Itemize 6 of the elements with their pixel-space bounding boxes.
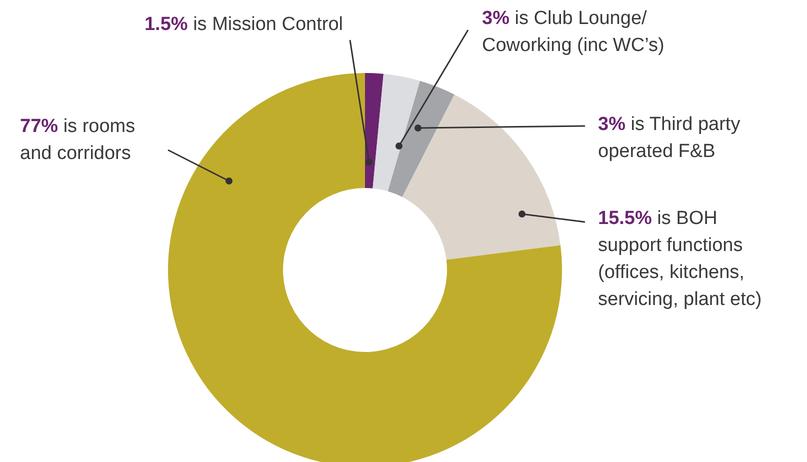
slice-label: is Mission Control xyxy=(193,14,343,35)
data-label: 3% xyxy=(598,114,631,135)
data-label: 3% xyxy=(482,8,515,29)
data-label: 15.5% xyxy=(598,208,658,229)
data-label: 77% xyxy=(20,116,64,137)
data-label: 1.5% xyxy=(144,14,194,35)
